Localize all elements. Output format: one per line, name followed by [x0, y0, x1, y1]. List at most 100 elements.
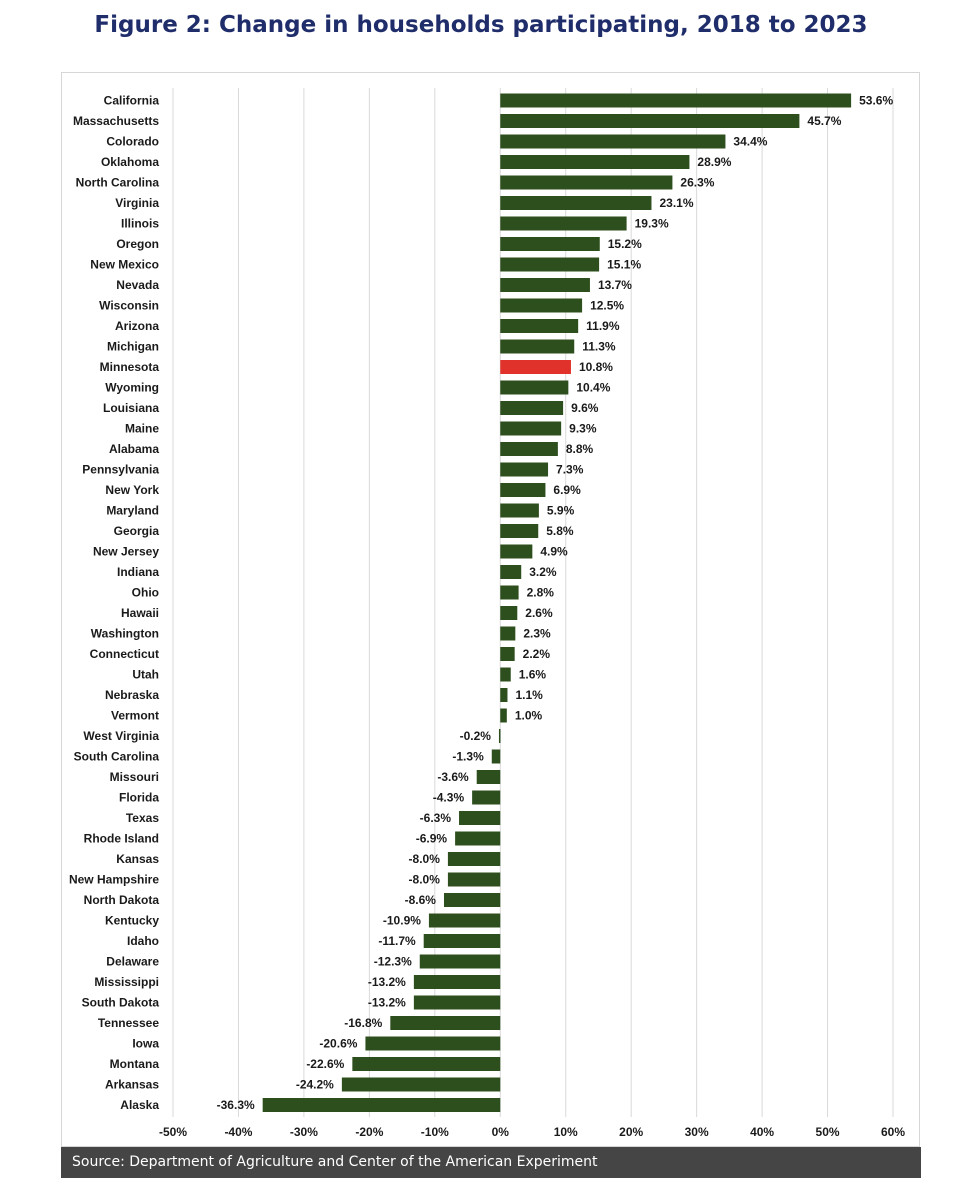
category-label: South Carolina — [74, 750, 160, 764]
bar — [262, 1098, 501, 1112]
category-label: New Mexico — [90, 258, 159, 272]
category-label: Washington — [91, 627, 159, 641]
data-label: -1.3% — [452, 750, 484, 764]
x-tick-label: 60% — [881, 1125, 905, 1139]
bar — [500, 298, 583, 313]
bar-chart: California 53.6% Massachusetts 45.7% Colorad… — [69, 88, 905, 1139]
data-label: 2.3% — [523, 627, 551, 641]
bar — [413, 995, 501, 1010]
data-label: -8.0% — [409, 852, 441, 866]
data-label: 4.9% — [540, 545, 568, 559]
category-label: Indiana — [117, 565, 159, 579]
bar — [491, 749, 501, 764]
bar — [500, 339, 575, 354]
x-tick-label: 30% — [685, 1125, 709, 1139]
category-label: Idaho — [127, 934, 159, 948]
bar — [500, 565, 522, 579]
data-label: -22.6% — [306, 1057, 344, 1071]
bar — [447, 872, 501, 887]
data-label: 23.1% — [659, 196, 693, 210]
data-label: 34.4% — [733, 135, 767, 149]
bars — [262, 93, 852, 1112]
category-label: West Virginia — [83, 729, 159, 743]
category-label: Tennessee — [98, 1016, 159, 1030]
data-label: 13.7% — [598, 278, 632, 292]
bar — [500, 216, 627, 231]
x-tick-label: -50% — [159, 1125, 187, 1139]
bar — [428, 913, 501, 928]
bar — [500, 626, 516, 641]
category-label: Connecticut — [90, 647, 159, 661]
category-label: Wyoming — [105, 381, 159, 395]
category-label: Mississippi — [94, 975, 159, 989]
bar — [500, 503, 539, 518]
category-label: California — [104, 94, 160, 108]
data-label: 1.0% — [515, 709, 543, 723]
category-label: Virginia — [115, 196, 159, 210]
category-label: Alaska — [120, 1098, 159, 1112]
bar — [500, 524, 539, 538]
data-label: -6.9% — [416, 832, 448, 846]
category-label: Utah — [132, 668, 159, 682]
category-label: Iowa — [132, 1037, 159, 1051]
data-label: -36.3% — [217, 1098, 255, 1112]
category-label: Michigan — [107, 340, 159, 354]
category-label: Nevada — [116, 278, 159, 292]
category-label: Illinois — [121, 217, 159, 231]
bar — [500, 421, 562, 436]
category-label: Georgia — [114, 524, 160, 538]
data-label: 8.8% — [566, 442, 594, 456]
data-label: 11.3% — [582, 340, 616, 354]
category-label: Arkansas — [105, 1078, 159, 1092]
data-label: 12.5% — [590, 299, 624, 313]
x-tick-label: -10% — [421, 1125, 449, 1139]
bar — [455, 831, 501, 846]
category-label: Vermont — [111, 709, 159, 723]
data-label: -6.3% — [420, 811, 452, 825]
bar — [500, 278, 590, 292]
bar — [500, 155, 690, 169]
category-label: New Hampshire — [69, 873, 159, 887]
x-tick-label: 0% — [492, 1125, 510, 1139]
labels: California 53.6% Massachusetts 45.7% Colorad… — [69, 94, 893, 1113]
data-label: 1.1% — [515, 688, 543, 702]
category-label: Oklahoma — [101, 155, 159, 169]
x-tick-label: 50% — [816, 1125, 840, 1139]
bar — [500, 688, 508, 702]
bar — [500, 175, 673, 190]
bar — [472, 790, 501, 805]
data-label: 7.3% — [556, 463, 584, 477]
data-label: 15.1% — [607, 258, 641, 272]
category-label: South Dakota — [82, 996, 160, 1010]
category-label: Nebraska — [105, 688, 159, 702]
x-tick-label: 40% — [750, 1125, 774, 1139]
category-label: Texas — [126, 811, 159, 825]
category-label: Kansas — [116, 852, 159, 866]
data-label: -20.6% — [319, 1037, 357, 1051]
bar — [341, 1077, 501, 1092]
category-label: Kentucky — [105, 914, 159, 928]
category-label: Alabama — [109, 442, 159, 456]
data-label: 5.8% — [546, 524, 574, 538]
category-label: Massachusetts — [73, 114, 159, 128]
bar — [500, 380, 569, 395]
x-tick-label: -40% — [224, 1125, 252, 1139]
category-label: Maryland — [106, 504, 159, 518]
data-label: 15.2% — [608, 237, 642, 251]
bar — [498, 729, 501, 743]
bar — [500, 196, 652, 210]
data-label: -13.2% — [368, 996, 406, 1010]
bar — [500, 585, 519, 600]
bar — [500, 360, 571, 374]
category-label: Rhode Island — [84, 832, 159, 846]
data-label: -12.3% — [374, 955, 412, 969]
bar — [500, 606, 518, 620]
category-label: North Carolina — [76, 176, 160, 190]
bar — [500, 667, 511, 682]
category-label: Colorado — [106, 135, 159, 149]
bar — [500, 442, 558, 456]
data-label: -11.7% — [378, 934, 416, 948]
bar — [500, 401, 564, 415]
category-label: Wisconsin — [99, 299, 159, 313]
category-label: Missouri — [110, 770, 159, 784]
